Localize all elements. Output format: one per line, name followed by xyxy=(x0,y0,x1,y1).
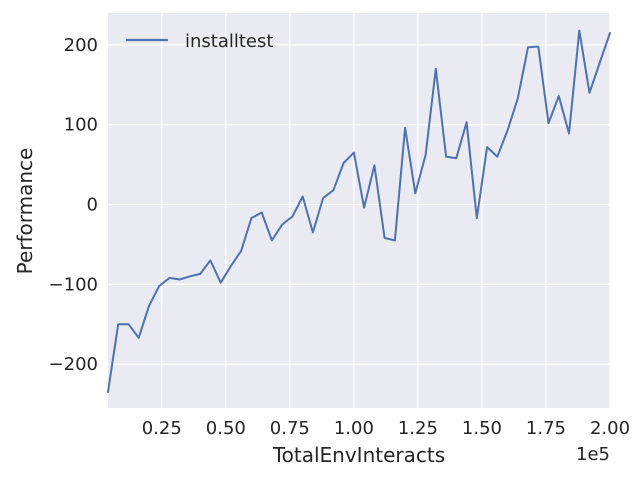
y-tick-label: 200 xyxy=(64,35,98,56)
x-tick-label: 1.50 xyxy=(462,418,502,439)
y-axis-label: Performance xyxy=(13,148,37,275)
legend: installtest xyxy=(126,31,273,52)
x-tick-label: 1.75 xyxy=(526,418,566,439)
plot-area xyxy=(108,13,610,408)
legend-label-installtest: installtest xyxy=(185,31,273,52)
y-tick-label: 0 xyxy=(87,195,98,216)
x-tick-label: 0.50 xyxy=(206,418,246,439)
x-tick-label: 1.25 xyxy=(398,418,438,439)
x-axis-offset-label: 1e5 xyxy=(576,444,610,465)
x-tick-label: 0.75 xyxy=(270,418,310,439)
y-tick-label: −200 xyxy=(49,354,98,375)
y-tick-label: 100 xyxy=(64,115,98,136)
grid-lines xyxy=(108,13,611,408)
y-tick-label: −100 xyxy=(49,274,98,295)
series-lines xyxy=(107,29,611,393)
series-line-installtest xyxy=(107,29,611,393)
x-tick-label: 1.00 xyxy=(334,418,374,439)
x-tick-label: 0.25 xyxy=(142,418,182,439)
x-tick-label: 2.00 xyxy=(590,418,630,439)
x-axis-label: TotalEnvInteracts xyxy=(272,443,445,467)
tick-labels: 0.25 0.50 0.75 1.00 1.25 1.50 1.75 2.00 −200 −100… xyxy=(49,35,630,439)
